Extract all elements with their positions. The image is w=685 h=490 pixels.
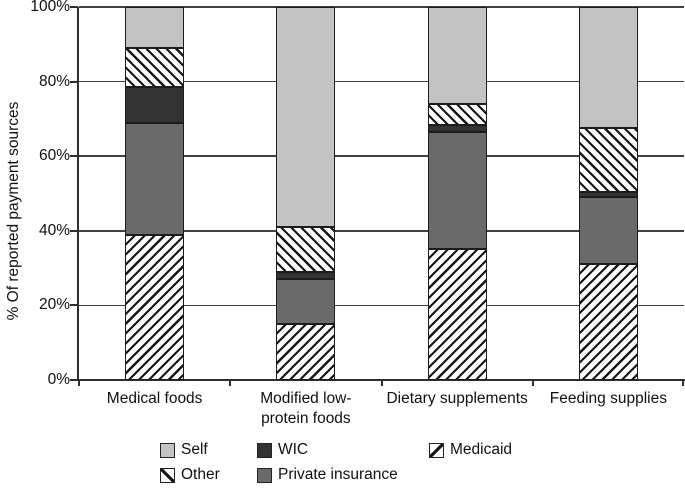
y-tick-20pct [70, 304, 78, 307]
gridline-100pct [79, 6, 684, 8]
segment-modified-low-protein-foods-wic [276, 271, 336, 280]
x-tick-4 [682, 379, 684, 386]
segment-feeding-supplies-wic [578, 191, 638, 198]
gridline-80pct [79, 80, 684, 83]
bar-modified-low-protein-foods [276, 7, 336, 380]
legend-label-other: Other [181, 466, 220, 483]
legend-item-medicaid: Medicaid [429, 441, 512, 459]
y-tick-label-20pct: 20% [38, 296, 70, 314]
x-category-label-medical-foods: Medical foods [106, 390, 203, 407]
x-tick-0 [78, 379, 80, 386]
y-tick-label-0pct: 0% [47, 371, 70, 388]
legend-label-self: Self [181, 441, 208, 458]
legend-label-wic: WIC [278, 441, 309, 458]
y-tick-60pct [70, 155, 78, 158]
legend-label-medicaid: Medicaid [450, 441, 513, 458]
segment-medical-foods-private-insurance [125, 122, 185, 235]
gridline-40pct [79, 230, 684, 232]
bar-dietary-supplements [427, 7, 487, 380]
y-tick-label-40pct: 40% [38, 221, 70, 239]
legend-item-other: Other [160, 466, 257, 484]
y-tick-100pct [70, 6, 78, 8]
legend-swatch-medicaid [429, 442, 444, 458]
gridline-60pct [79, 155, 684, 157]
legend-item-wic: WIC [257, 441, 429, 459]
x-category-label-feeding-supplies: Feeding supplies [549, 390, 667, 407]
legend: Self WIC Medicaid Other Private insurance [160, 441, 512, 484]
segment-modified-low-protein-foods-medicaid [276, 324, 336, 380]
legend-swatch-self [160, 442, 175, 458]
y-tick-40pct [70, 229, 78, 232]
x-category-label-modified-low-protein-foods: Modified low-protein foods [260, 390, 352, 427]
x-category-label-dietary-supplements: Dietary supplements [386, 390, 528, 407]
x-tick-1 [229, 379, 232, 386]
segment-medical-foods-medicaid [125, 234, 185, 380]
legend-label-private-insurance: Private insurance [278, 466, 398, 483]
segment-medical-foods-wic [125, 87, 185, 123]
segment-dietary-supplements-other [427, 104, 487, 125]
y-axis-line [77, 7, 79, 381]
legend-swatch-other [160, 467, 175, 483]
legend-item-self: Self [160, 441, 257, 459]
y-tick-label-100pct: 100% [30, 0, 70, 15]
y-tick-label-80pct: 80% [38, 72, 70, 90]
segment-medical-foods-self [125, 7, 185, 49]
gridline-20pct [79, 304, 684, 307]
segment-feeding-supplies-medicaid [578, 264, 638, 380]
segment-modified-low-protein-foods-other [276, 227, 336, 272]
bar-medical-foods [125, 7, 185, 380]
segment-feeding-supplies-self [578, 7, 638, 129]
segment-modified-low-protein-foods-self [276, 7, 336, 228]
segment-dietary-supplements-self [427, 7, 487, 105]
segment-feeding-supplies-private-insurance [578, 197, 638, 265]
segment-modified-low-protein-foods-private-insurance [276, 279, 336, 325]
y-tick-label-60pct: 60% [38, 147, 70, 165]
x-tick-2 [380, 379, 383, 386]
y-axis-title: % Of reported payment sources [5, 101, 22, 321]
x-tick-3 [531, 379, 534, 386]
legend-swatch-wic [257, 442, 272, 458]
y-tick-80pct [70, 80, 78, 83]
bar-feeding-supplies [578, 7, 638, 380]
segment-dietary-supplements-medicaid [427, 249, 487, 380]
segment-feeding-supplies-other [578, 128, 638, 192]
segment-dietary-supplements-wic [427, 124, 487, 132]
segment-medical-foods-other [125, 48, 185, 88]
legend-item-private-insurance: Private insurance [257, 466, 429, 484]
legend-swatch-private-insurance [257, 467, 272, 483]
y-tick-0pct [70, 379, 78, 381]
segment-dietary-supplements-private-insurance [427, 131, 487, 250]
x-category-labels: Medical foods Modified low-protein foods D… [79, 389, 684, 429]
